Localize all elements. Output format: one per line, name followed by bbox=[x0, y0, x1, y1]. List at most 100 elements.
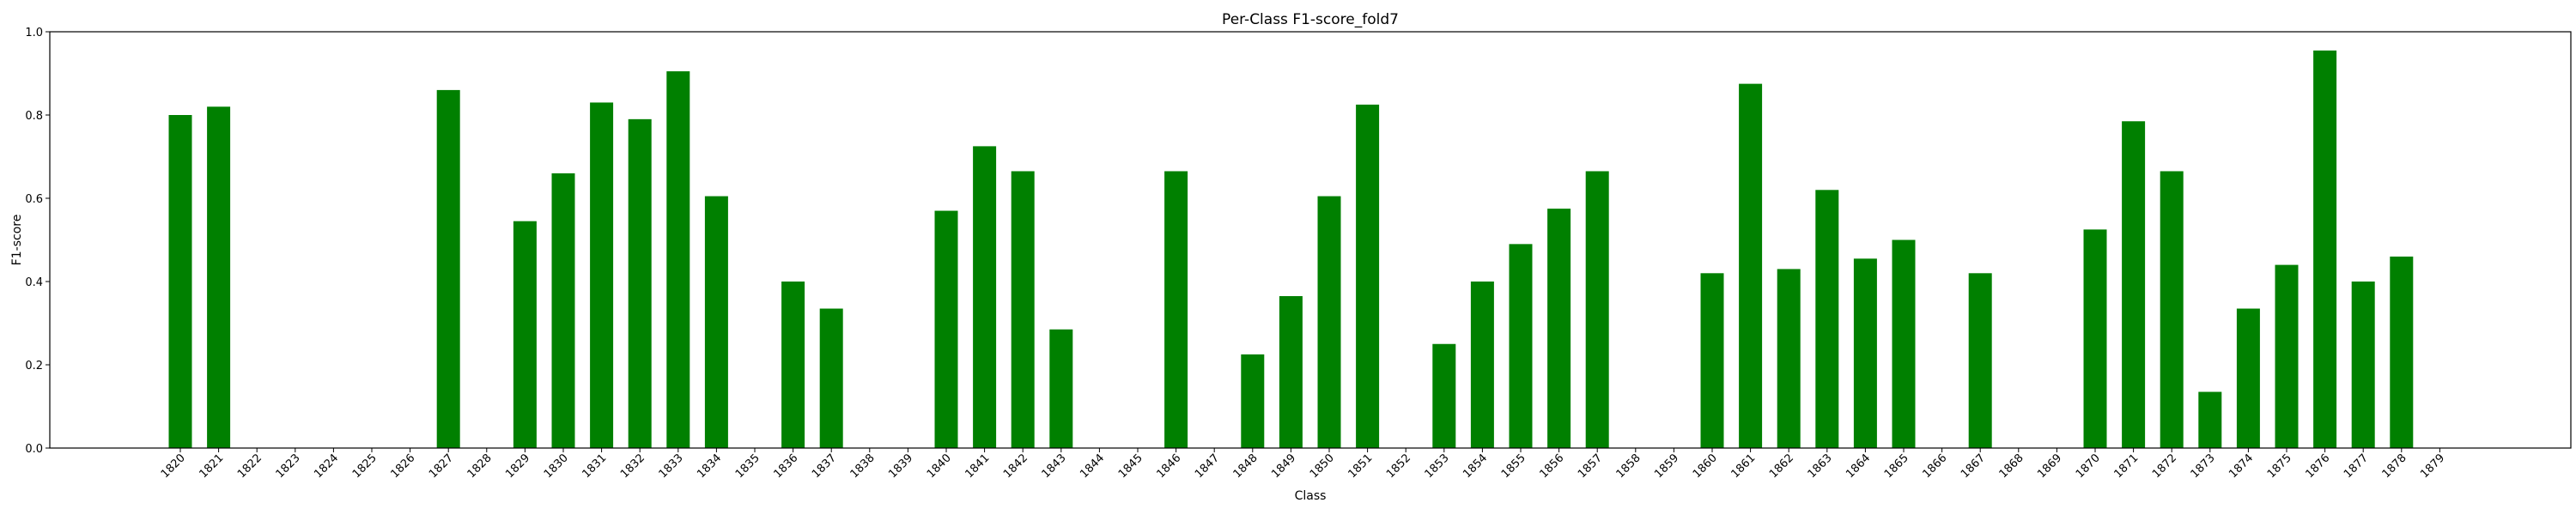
x-tick-label-1842: 1842 bbox=[1001, 451, 1030, 481]
bars bbox=[168, 50, 2414, 449]
x-tick-label-1832: 1832 bbox=[618, 451, 647, 481]
x-tick-label-1837: 1837 bbox=[810, 451, 839, 481]
x-tick-label-1839: 1839 bbox=[886, 451, 915, 481]
bar-1854 bbox=[1470, 282, 1494, 448]
x-tick-label-1827: 1827 bbox=[427, 451, 456, 481]
bar-1862 bbox=[1777, 269, 1801, 448]
bar-1857 bbox=[1585, 171, 1609, 448]
x-tick-label-1834: 1834 bbox=[695, 451, 724, 481]
x-tick-label-1861: 1861 bbox=[1728, 451, 1758, 481]
y-tick-label-4: 0.8 bbox=[25, 110, 43, 123]
bar-1876 bbox=[2313, 50, 2337, 448]
x-tick-label-1859: 1859 bbox=[1652, 451, 1681, 481]
x-tick-label-1828: 1828 bbox=[465, 451, 495, 481]
bar-1820 bbox=[168, 115, 192, 448]
y-tick-label-5: 1.0 bbox=[25, 27, 43, 39]
bar-1831 bbox=[590, 102, 614, 448]
x-tick-label-1824: 1824 bbox=[312, 451, 341, 481]
x-tick-label-1873: 1873 bbox=[2189, 451, 2218, 481]
x-tick-label-1865: 1865 bbox=[1882, 451, 1911, 481]
y-axis-label: F1-score bbox=[10, 215, 24, 266]
x-tick-label-1848: 1848 bbox=[1231, 451, 1261, 481]
x-tick-label-1825: 1825 bbox=[350, 451, 380, 481]
bar-1865 bbox=[1892, 239, 1916, 448]
y-tick-label-2: 0.4 bbox=[25, 276, 43, 289]
bar-1864 bbox=[1853, 258, 1877, 448]
bar-1872 bbox=[2160, 171, 2184, 448]
x-tick-label-1823: 1823 bbox=[274, 451, 303, 481]
x-tick-label-1870: 1870 bbox=[2074, 451, 2103, 481]
x-tick-label-1874: 1874 bbox=[2227, 451, 2256, 481]
x-tick-label-1840: 1840 bbox=[925, 451, 954, 481]
bar-1874 bbox=[2236, 308, 2260, 448]
x-tick-label-1879: 1879 bbox=[2418, 451, 2447, 481]
bar-1821 bbox=[207, 106, 231, 449]
x-tick-label-1877: 1877 bbox=[2342, 451, 2371, 481]
x-tick-label-1853: 1853 bbox=[1423, 451, 1452, 481]
x-tick-label-1829: 1829 bbox=[503, 451, 532, 481]
bar-1850 bbox=[1317, 196, 1341, 448]
y-tick-label-3: 0.6 bbox=[25, 193, 43, 206]
bar-1833 bbox=[666, 71, 690, 448]
x-tick-label-1878: 1878 bbox=[2380, 451, 2409, 481]
bar-1827 bbox=[436, 89, 460, 449]
x-tick-label-1855: 1855 bbox=[1499, 451, 1528, 481]
bar-1855 bbox=[1509, 244, 1533, 448]
x-tick-label-1830: 1830 bbox=[542, 451, 571, 481]
y-tick-label-1: 0.2 bbox=[25, 360, 43, 373]
x-tick-label-1856: 1856 bbox=[1537, 451, 1566, 481]
x-tick-label-1862: 1862 bbox=[1767, 451, 1796, 481]
x-tick-label-1869: 1869 bbox=[2035, 451, 2064, 481]
x-tick-label-1835: 1835 bbox=[733, 451, 762, 481]
bar-1846 bbox=[1164, 171, 1188, 448]
bar-1861 bbox=[1739, 83, 1763, 448]
bar-1837 bbox=[819, 308, 843, 448]
x-tick-label-1826: 1826 bbox=[388, 451, 417, 481]
x-tick-label-1866: 1866 bbox=[1920, 451, 1949, 481]
bar-1873 bbox=[2198, 391, 2222, 448]
bar-1829 bbox=[513, 221, 537, 448]
y-tick-label-0: 0.0 bbox=[25, 443, 43, 456]
x-tick-label-1847: 1847 bbox=[1193, 451, 1222, 481]
x-tick-label-1833: 1833 bbox=[657, 451, 686, 481]
x-tick-label-1836: 1836 bbox=[771, 451, 800, 481]
bar-1871 bbox=[2122, 121, 2146, 448]
x-tick-label-1820: 1820 bbox=[159, 451, 188, 481]
x-tick-label-1868: 1868 bbox=[1997, 451, 2026, 481]
bar-1830 bbox=[551, 173, 575, 448]
bar-1860 bbox=[1700, 273, 1724, 448]
x-tick-label-1860: 1860 bbox=[1691, 451, 1720, 481]
bar-1870 bbox=[2083, 229, 2107, 448]
x-tick-label-1863: 1863 bbox=[1806, 451, 1835, 481]
x-tick-label-1867: 1867 bbox=[1959, 451, 1988, 481]
bar-1849 bbox=[1279, 295, 1303, 448]
x-tick-label-1872: 1872 bbox=[2150, 451, 2179, 481]
bar-1877 bbox=[2351, 282, 2375, 448]
x-tick-label-1841: 1841 bbox=[963, 451, 992, 481]
bar-1856 bbox=[1547, 209, 1571, 448]
x-tick-label-1858: 1858 bbox=[1614, 451, 1643, 481]
y-axis: 0.0 0.2 0.4 0.6 0.8 1.0 bbox=[25, 27, 50, 456]
bar-1853 bbox=[1432, 343, 1456, 448]
x-tick-label-1845: 1845 bbox=[1116, 451, 1145, 481]
x-tick-label-1871: 1871 bbox=[2111, 451, 2141, 481]
bar-1834 bbox=[704, 196, 728, 448]
x-tick-label-1831: 1831 bbox=[580, 451, 609, 481]
x-tick-label-1821: 1821 bbox=[197, 451, 226, 481]
bar-1832 bbox=[628, 118, 652, 448]
x-tick-label-1876: 1876 bbox=[2303, 451, 2332, 481]
x-tick-label-1849: 1849 bbox=[1269, 451, 1298, 481]
x-tick-label-1851: 1851 bbox=[1346, 451, 1375, 481]
bar-1842 bbox=[1011, 171, 1035, 448]
bar-1863 bbox=[1815, 190, 1839, 449]
x-tick-label-1850: 1850 bbox=[1308, 451, 1337, 481]
x-tick-label-1846: 1846 bbox=[1154, 451, 1183, 481]
bar-1840 bbox=[934, 210, 958, 449]
x-axis: 1820 1821 1822 1823 1824 1825 1826 1827 1828 1829… bbox=[159, 448, 2447, 481]
bar-1841 bbox=[973, 146, 997, 448]
x-tick-label-1852: 1852 bbox=[1384, 451, 1413, 481]
plot-frame bbox=[49, 31, 2572, 449]
bar-1878 bbox=[2390, 256, 2414, 448]
x-tick-label-1875: 1875 bbox=[2265, 451, 2294, 481]
